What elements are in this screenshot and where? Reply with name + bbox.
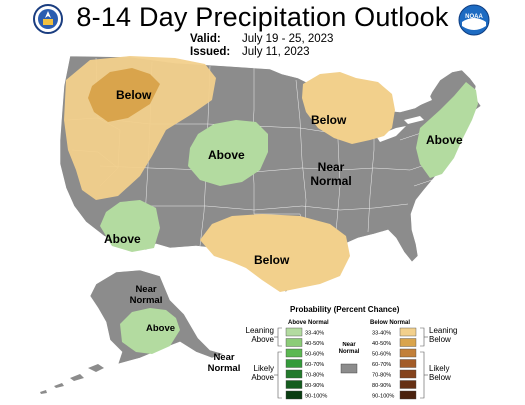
alaska-islands [40, 364, 104, 394]
above-northeast [416, 82, 478, 178]
label-alaska-north: Near Normal [129, 284, 163, 306]
below-swatch-3 [399, 348, 417, 358]
valid-label: Valid: [190, 33, 221, 45]
above-central-plains [188, 120, 268, 186]
above-range-2: 40-50% [305, 341, 324, 347]
noaa-logo-text: NOAA [465, 14, 483, 20]
valid-dates: Valid: July 19 - 25, 2023 [190, 33, 333, 45]
label-great-lakes: Below [311, 113, 347, 127]
below-swatches: 33-40% 40-50% 50-60% 60-70% 70-80% 80-90% 90-1… [372, 327, 417, 400]
label-alaska-south-wrap: Near Normal [207, 352, 241, 374]
leaning-above-wrap: Leaning Above [245, 326, 274, 344]
likely-below-wrap: Likely Below [429, 364, 451, 382]
above-swatches: 33-40% 40-50% 50-60% 60-70% 70-80% 80-90% 90-1… [285, 327, 327, 400]
legend-below-header: Below Normal [370, 320, 410, 326]
legend-leaning-above: Leaning Above [245, 326, 274, 344]
legend-above-header: Above Normal [288, 320, 329, 326]
noaa-logo-icon: NOAA [458, 4, 490, 36]
near-normal-label-wrap: Near Normal [338, 342, 360, 355]
below-range-3: 50-60% [372, 352, 391, 358]
above-swatch-7 [285, 390, 303, 400]
above-swatch-5 [285, 369, 303, 379]
below-northwest-inner [88, 68, 160, 122]
above-swatch-6 [285, 380, 303, 389]
above-swatch-2 [285, 338, 303, 347]
below-swatch-4 [399, 359, 417, 368]
label-southwest: Above [104, 232, 141, 246]
below-swatch-2 [399, 338, 417, 347]
label-central-wrap: Near Normal [310, 160, 352, 188]
issued-date: Issued: July 11, 2023 [190, 46, 310, 58]
legend-title: Probability (Percent Chance) [290, 305, 400, 314]
legend-near-normal: Near Normal [338, 342, 360, 355]
below-swatch-5 [399, 369, 417, 379]
above-range-3: 50-60% [305, 352, 324, 358]
above-swatch-4 [285, 359, 303, 368]
below-range-4: 60-70% [372, 362, 391, 368]
lake-ontario [404, 116, 424, 124]
below-great-lakes [302, 72, 395, 144]
below-range-1: 33-40% [372, 331, 391, 337]
label-alaska-north-wrap: Near Normal [129, 284, 163, 306]
map-title: 8-14 Day Precipitation Outlook [76, 2, 449, 32]
above-range-6: 80-90% [305, 383, 324, 389]
above-swatch-1 [285, 327, 303, 337]
label-central-plains: Above [208, 148, 245, 162]
below-texas [200, 214, 350, 292]
above-swatch-3 [285, 348, 303, 358]
below-range-2: 40-50% [372, 341, 391, 347]
near-normal-swatch [340, 363, 358, 374]
leaning-below-wrap: Leaning Below [429, 326, 458, 344]
label-central: Near Normal [310, 160, 352, 188]
below-swatch-1 [399, 327, 417, 337]
above-range-5: 70-80% [305, 373, 324, 379]
label-texas: Below [254, 253, 290, 267]
valid-value: July 19 - 25, 2023 [242, 33, 334, 45]
legend-likely-above: Likely Above [251, 364, 274, 382]
above-range-7: 90-100% [305, 394, 327, 400]
label-alaska-east: Above [146, 323, 175, 334]
label-northeast: Above [426, 133, 463, 147]
label-alaska-south: Near Normal [207, 352, 241, 374]
above-range-1: 33-40% [305, 331, 324, 337]
below-range-5: 70-80% [372, 373, 391, 379]
legend-leaning-below: Leaning Below [429, 326, 458, 344]
above-alaska [120, 308, 180, 354]
label-northwest: Below [116, 88, 152, 102]
above-range-4: 60-70% [305, 362, 324, 368]
issued-value: July 11, 2023 [242, 46, 310, 58]
lake-erie [376, 126, 406, 142]
issued-label: Issued: [190, 46, 231, 58]
legend-brackets [274, 327, 428, 399]
below-range-7: 90-100% [372, 394, 394, 400]
below-swatch-7 [399, 390, 417, 400]
below-swatch-6 [399, 380, 417, 389]
commerce-seal-icon [33, 4, 63, 34]
above-southwest [100, 200, 160, 252]
likely-above-wrap: Likely Above [251, 364, 274, 382]
legend-likely-below: Likely Below [429, 364, 451, 382]
below-range-6: 80-90% [372, 383, 391, 389]
